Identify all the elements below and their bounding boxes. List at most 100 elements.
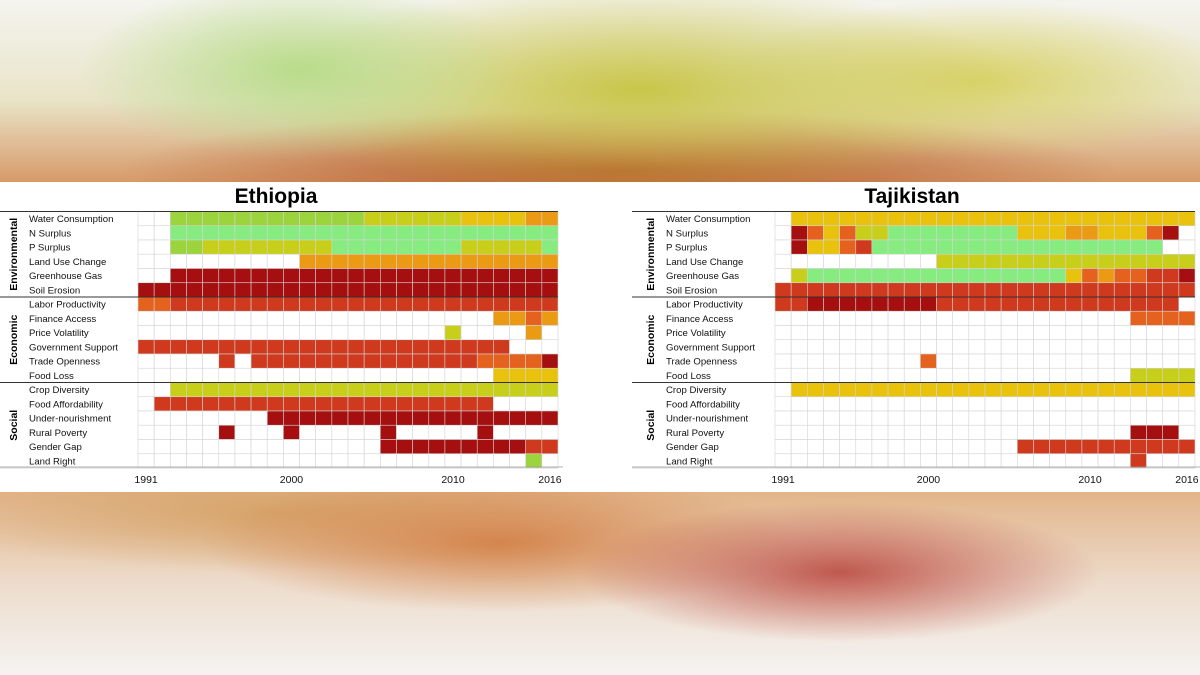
heatmap-cell (1049, 339, 1067, 355)
row-label: Crop Diversity (29, 385, 89, 396)
chart-title: Tajikistan (864, 185, 959, 208)
heatmap-cell (774, 439, 792, 455)
heatmap-cell (299, 453, 316, 469)
heatmap-cell (1097, 310, 1115, 326)
heatmap-cell (460, 367, 478, 383)
heatmap-cell (807, 296, 824, 312)
heatmap-cell (315, 225, 333, 241)
heatmap-cell (1130, 396, 1147, 412)
heatmap-cell (186, 410, 203, 426)
heatmap-cell (984, 382, 1002, 398)
heatmap-cell (315, 382, 333, 398)
row-label: Rural Poverty (29, 428, 87, 439)
heatmap-cell (347, 424, 365, 440)
heatmap-cell (903, 296, 921, 312)
heatmap-cell (380, 282, 397, 298)
heatmap-cell (1033, 310, 1050, 326)
heatmap-cell (137, 325, 155, 341)
heatmap-cell (234, 296, 252, 312)
heatmap-cell (331, 325, 349, 341)
heatmap-cell (1017, 382, 1034, 398)
heatmap-cell (186, 268, 203, 284)
heatmap-cell (1113, 367, 1131, 383)
heatmap-cell (1017, 325, 1034, 341)
heatmap-cell (266, 410, 284, 426)
heatmap-cell (1065, 211, 1083, 227)
heatmap-cell (428, 282, 446, 298)
heatmap-cell (1081, 282, 1099, 298)
heatmap-cell (1033, 282, 1050, 298)
heatmap-cell (347, 439, 365, 455)
row-label: Finance Access (666, 314, 733, 325)
heatmap-cell (347, 268, 365, 284)
heatmap-cell (347, 282, 365, 298)
heatmap-cell (1130, 439, 1147, 455)
heatmap-cell (476, 282, 494, 298)
heatmap-cell (412, 453, 430, 469)
heatmap-cell (823, 353, 840, 369)
heatmap-cell (153, 382, 171, 398)
heatmap-cell (1113, 424, 1131, 440)
row-label: Under-nourishment (666, 414, 748, 425)
heatmap-cell (541, 439, 559, 455)
heatmap-cell (871, 225, 889, 241)
heatmap-cell (1065, 439, 1083, 455)
heatmap-cell (903, 453, 921, 469)
heatmap-cell (250, 296, 268, 312)
heatmap-cell (1130, 211, 1147, 227)
row-label: Labor Productivity (666, 300, 743, 311)
heatmap-cell (968, 282, 986, 298)
heatmap-cell (476, 239, 494, 255)
heatmap-cell (186, 453, 203, 469)
heatmap-cell (920, 339, 937, 355)
heatmap-cell (444, 239, 462, 255)
heatmap-cell (952, 211, 970, 227)
group-label: Economic (8, 315, 20, 365)
heatmap-cell (186, 339, 203, 355)
heatmap-cell (299, 396, 316, 412)
heatmap-cell (790, 396, 808, 412)
heatmap-cell (428, 211, 446, 227)
heatmap-cell (396, 225, 413, 241)
heatmap-cell (444, 282, 462, 298)
heatmap-cell (266, 211, 284, 227)
heatmap-cell (1097, 453, 1115, 469)
heatmap-cell (984, 282, 1002, 298)
heatmap-cell (363, 268, 381, 284)
heatmap-cell (1033, 211, 1050, 227)
heatmap-cell (790, 325, 808, 341)
heatmap-cell (1000, 382, 1018, 398)
heatmap-cell (460, 325, 478, 341)
heatmap-cell (218, 268, 236, 284)
row-label: Greenhouse Gas (666, 271, 739, 282)
heatmap-cell (790, 439, 808, 455)
heatmap-cell (493, 339, 510, 355)
heatmap-cell (299, 410, 316, 426)
heatmap-cell (202, 382, 220, 398)
heatmap-cell (774, 239, 792, 255)
heatmap-cell (823, 211, 840, 227)
heatmap-cell (1000, 410, 1018, 426)
heatmap-cell (1146, 339, 1163, 355)
heatmap-cell (855, 296, 873, 312)
heatmap-cell (903, 239, 921, 255)
heatmap-cell (412, 268, 430, 284)
heatmap-cell (250, 382, 268, 398)
heatmap-cell (807, 367, 824, 383)
heatmap-cell (250, 282, 268, 298)
heatmap-cell (283, 253, 300, 269)
heatmap-cell (428, 367, 446, 383)
heatmap-cell (460, 310, 478, 326)
heatmap-cell (299, 211, 316, 227)
heatmap-cell (920, 310, 937, 326)
heatmap-cell (380, 396, 397, 412)
heatmap-cell (1178, 353, 1196, 369)
heatmap-cell (509, 382, 526, 398)
heatmap-cell (855, 325, 873, 341)
heatmap-cell (283, 339, 300, 355)
heatmap-cell (1081, 439, 1099, 455)
heatmap-cell (250, 268, 268, 284)
heatmap-cell (968, 253, 986, 269)
heatmap-cell (984, 453, 1002, 469)
heatmap-cell (202, 339, 220, 355)
